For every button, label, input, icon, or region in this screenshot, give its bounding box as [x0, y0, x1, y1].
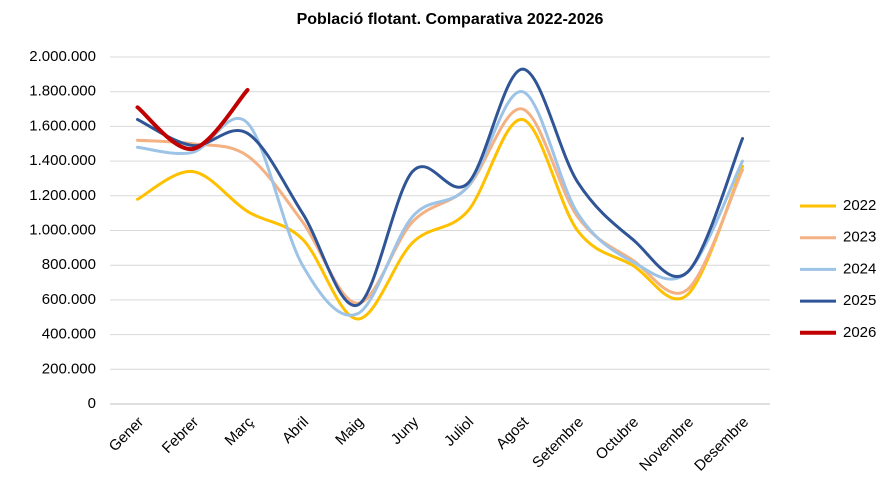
y-tick-label: 2.000.000: [29, 48, 96, 65]
legend-label: 2022: [843, 197, 876, 214]
x-tick-label: Octubre: [592, 414, 642, 464]
y-tick-label: 1.800.000: [29, 83, 96, 100]
y-tick-label: 1.600.000: [29, 117, 96, 134]
y-tick-label: 200.000: [42, 360, 96, 377]
y-tick-label: 1.000.000: [29, 221, 96, 238]
x-tick-label: Maig: [332, 414, 367, 449]
y-tick-label: 800.000: [42, 256, 96, 273]
x-tick-label: Gener: [106, 414, 148, 456]
x-tick-label: Abril: [279, 414, 312, 447]
series-line: [136, 117, 744, 321]
legend-label: 2023: [843, 229, 876, 246]
legend-label: 2025: [843, 292, 876, 309]
y-tick-label: 400.000: [42, 326, 96, 343]
x-tick-label: Febrer: [159, 414, 202, 457]
y-tick-label: 600.000: [42, 291, 96, 308]
x-tick-label: Juliol: [441, 414, 477, 450]
series-line: [135, 87, 250, 151]
x-tick-label: Setembre: [529, 414, 587, 472]
legend-label: 2026: [843, 324, 876, 341]
x-tick-label: Març: [222, 413, 258, 449]
legend-label: 2024: [843, 260, 876, 277]
chart-title: Població flotant. Comparativa 2022-2026: [297, 11, 604, 28]
x-tick-label: Juny: [388, 413, 423, 448]
x-tick-label: Agost: [493, 413, 533, 453]
y-tick-label: 1.200.000: [29, 187, 96, 204]
x-tick-label: Novembre: [636, 414, 697, 475]
series-line: [136, 90, 744, 317]
series-line: [136, 67, 744, 307]
y-tick-label: 1.400.000: [29, 152, 96, 169]
y-tick-label: 0: [88, 395, 96, 412]
x-tick-label: Desembre: [691, 414, 752, 475]
